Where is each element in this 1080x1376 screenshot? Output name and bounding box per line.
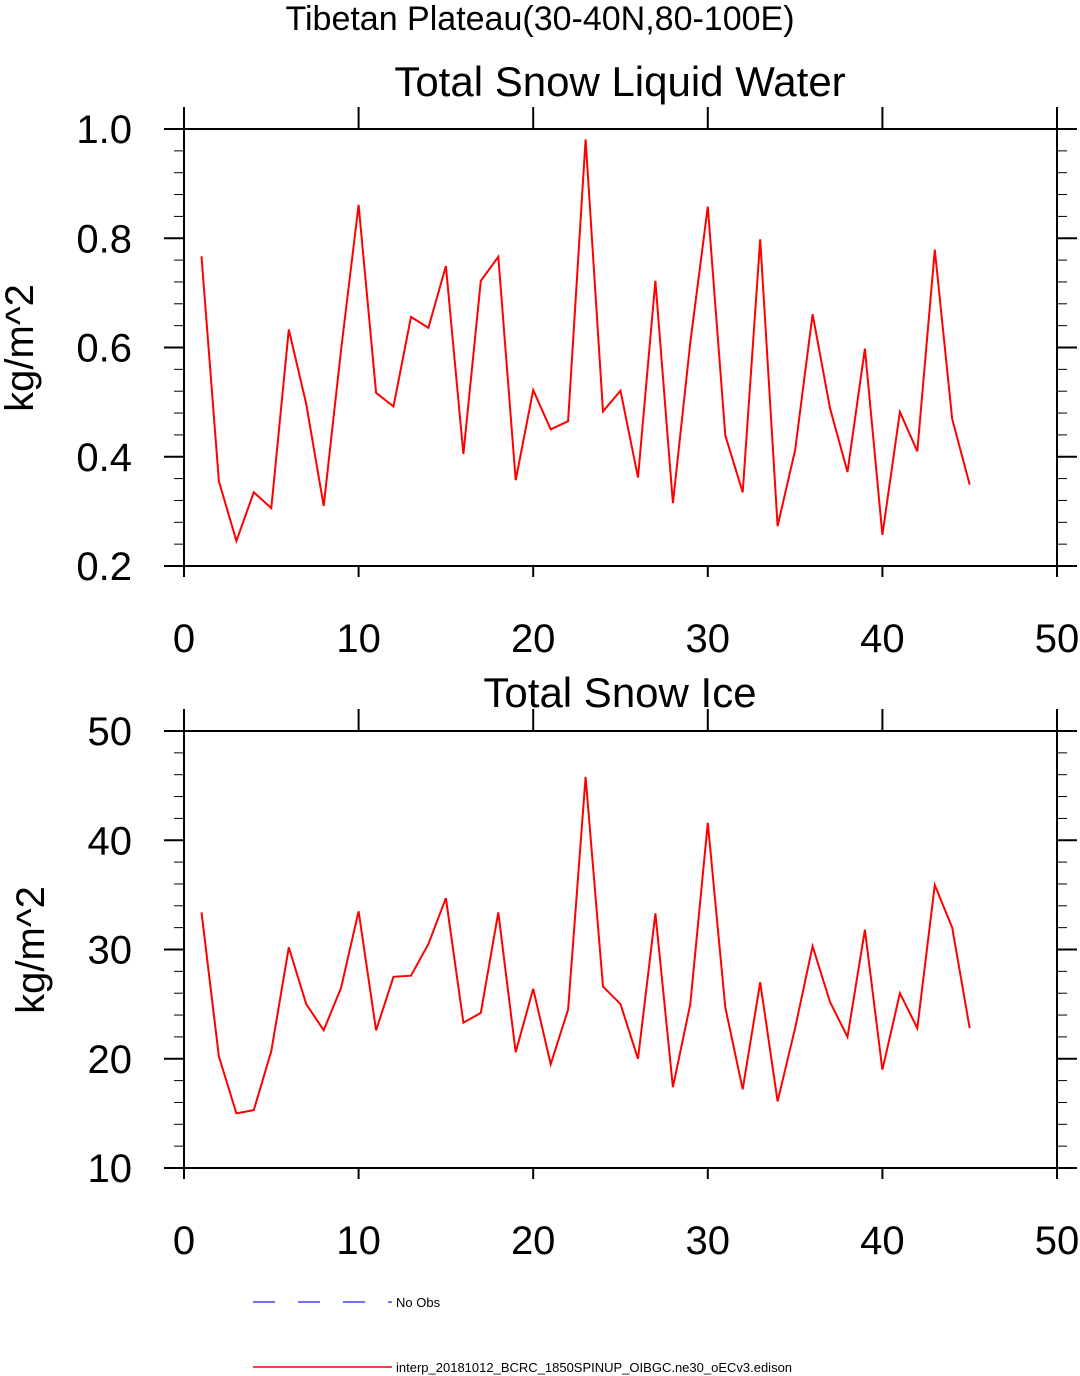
series-line [200, 776, 971, 1115]
x-tick-label: 0 [173, 1219, 195, 1263]
y-tick-label: 0.6 [76, 327, 132, 371]
y-tick-label: 0.2 [76, 545, 132, 589]
y-tick-label: 30 [88, 929, 133, 973]
y-tick-label: 0.4 [76, 436, 132, 480]
x-tick-label: 50 [1035, 1219, 1080, 1263]
y-tick-label: 10 [88, 1147, 133, 1191]
panel-snow-ice: Total Snow Ice kg/m^2 0 10 20 30 40 50 10 20 30 4… [9, 669, 1079, 1263]
x-tick-label: 30 [686, 1219, 731, 1263]
x-tick-label: 0 [173, 617, 195, 661]
y-tick-label: 50 [88, 710, 133, 754]
figure-suptitle: Tibetan Plateau(30-40N,80-100E) [285, 0, 794, 38]
x-tick-label: 10 [336, 617, 381, 661]
x-tick-label: 40 [860, 1219, 905, 1263]
y-axis-label: kg/m^2 [0, 284, 42, 412]
y-tick-label: 20 [88, 1038, 133, 1082]
axes: 0 10 20 30 40 50 10 20 30 40 50 [88, 709, 1080, 1263]
legend: No Obs interp_20181012_BCRC_1850SPINUP_O… [253, 1295, 792, 1375]
x-tick-label: 30 [686, 617, 731, 661]
x-tick-label: 10 [336, 1219, 381, 1263]
x-tick-label: 20 [511, 617, 556, 661]
legend-label-no-obs: No Obs [396, 1295, 441, 1310]
axes: 0 10 20 30 40 50 0.2 0.4 0.6 0.8 1.0 [76, 107, 1079, 661]
x-tick-label: 20 [511, 1219, 556, 1263]
y-axis-label: kg/m^2 [9, 886, 53, 1014]
y-tick-label: 40 [88, 819, 133, 863]
legend-label-model: interp_20181012_BCRC_1850SPINUP_OIBGC.ne… [396, 1360, 792, 1375]
x-tick-label: 40 [860, 617, 905, 661]
panel-title: Total Snow Ice [483, 669, 756, 716]
series-line [200, 139, 971, 545]
panel-snow-liquid-water: Total Snow Liquid Water kg/m^2 0 10 20 30 40… [0, 58, 1079, 661]
panel-title: Total Snow Liquid Water [394, 58, 845, 105]
y-tick-label: 1.0 [76, 108, 132, 152]
x-tick-label: 50 [1035, 617, 1080, 661]
y-tick-label: 0.8 [76, 217, 132, 261]
